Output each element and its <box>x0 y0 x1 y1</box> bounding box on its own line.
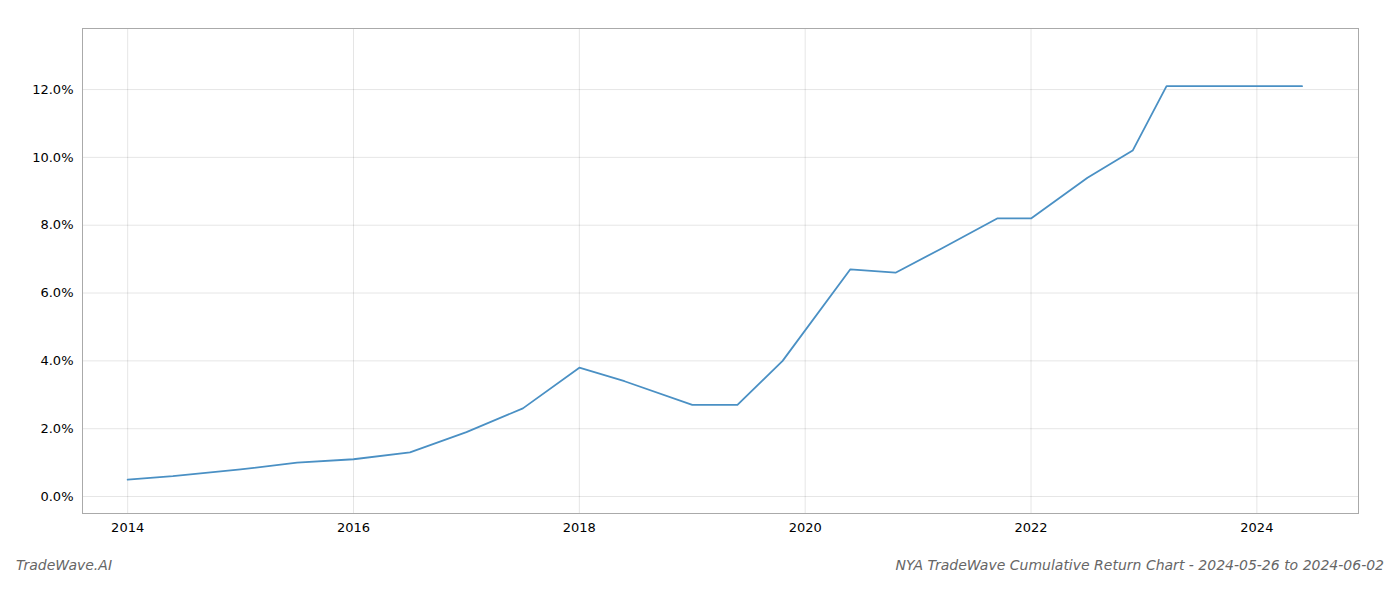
svg-text:2.0%: 2.0% <box>40 421 73 436</box>
svg-text:2020: 2020 <box>789 520 822 535</box>
svg-text:2018: 2018 <box>563 520 596 535</box>
svg-text:4.0%: 4.0% <box>40 353 73 368</box>
svg-text:2024: 2024 <box>1240 520 1273 535</box>
svg-text:2022: 2022 <box>1014 520 1047 535</box>
svg-text:6.0%: 6.0% <box>40 285 73 300</box>
html-text:TradeWave.AI: TradeWave.AI <box>16 557 112 573</box>
svg-text:2014: 2014 <box>111 520 144 535</box>
svg-text:10.0%: 10.0% <box>32 150 73 165</box>
svg-text:0.0%: 0.0% <box>40 489 73 504</box>
svg-text:8.0%: 8.0% <box>40 217 73 232</box>
html-text:NYA TradeWave Cumulative Retur: NYA TradeWave Cumulative Return Chart - … <box>895 557 1384 573</box>
svg-text:2016: 2016 <box>337 520 370 535</box>
svg-text:12.0%: 12.0% <box>32 82 73 97</box>
